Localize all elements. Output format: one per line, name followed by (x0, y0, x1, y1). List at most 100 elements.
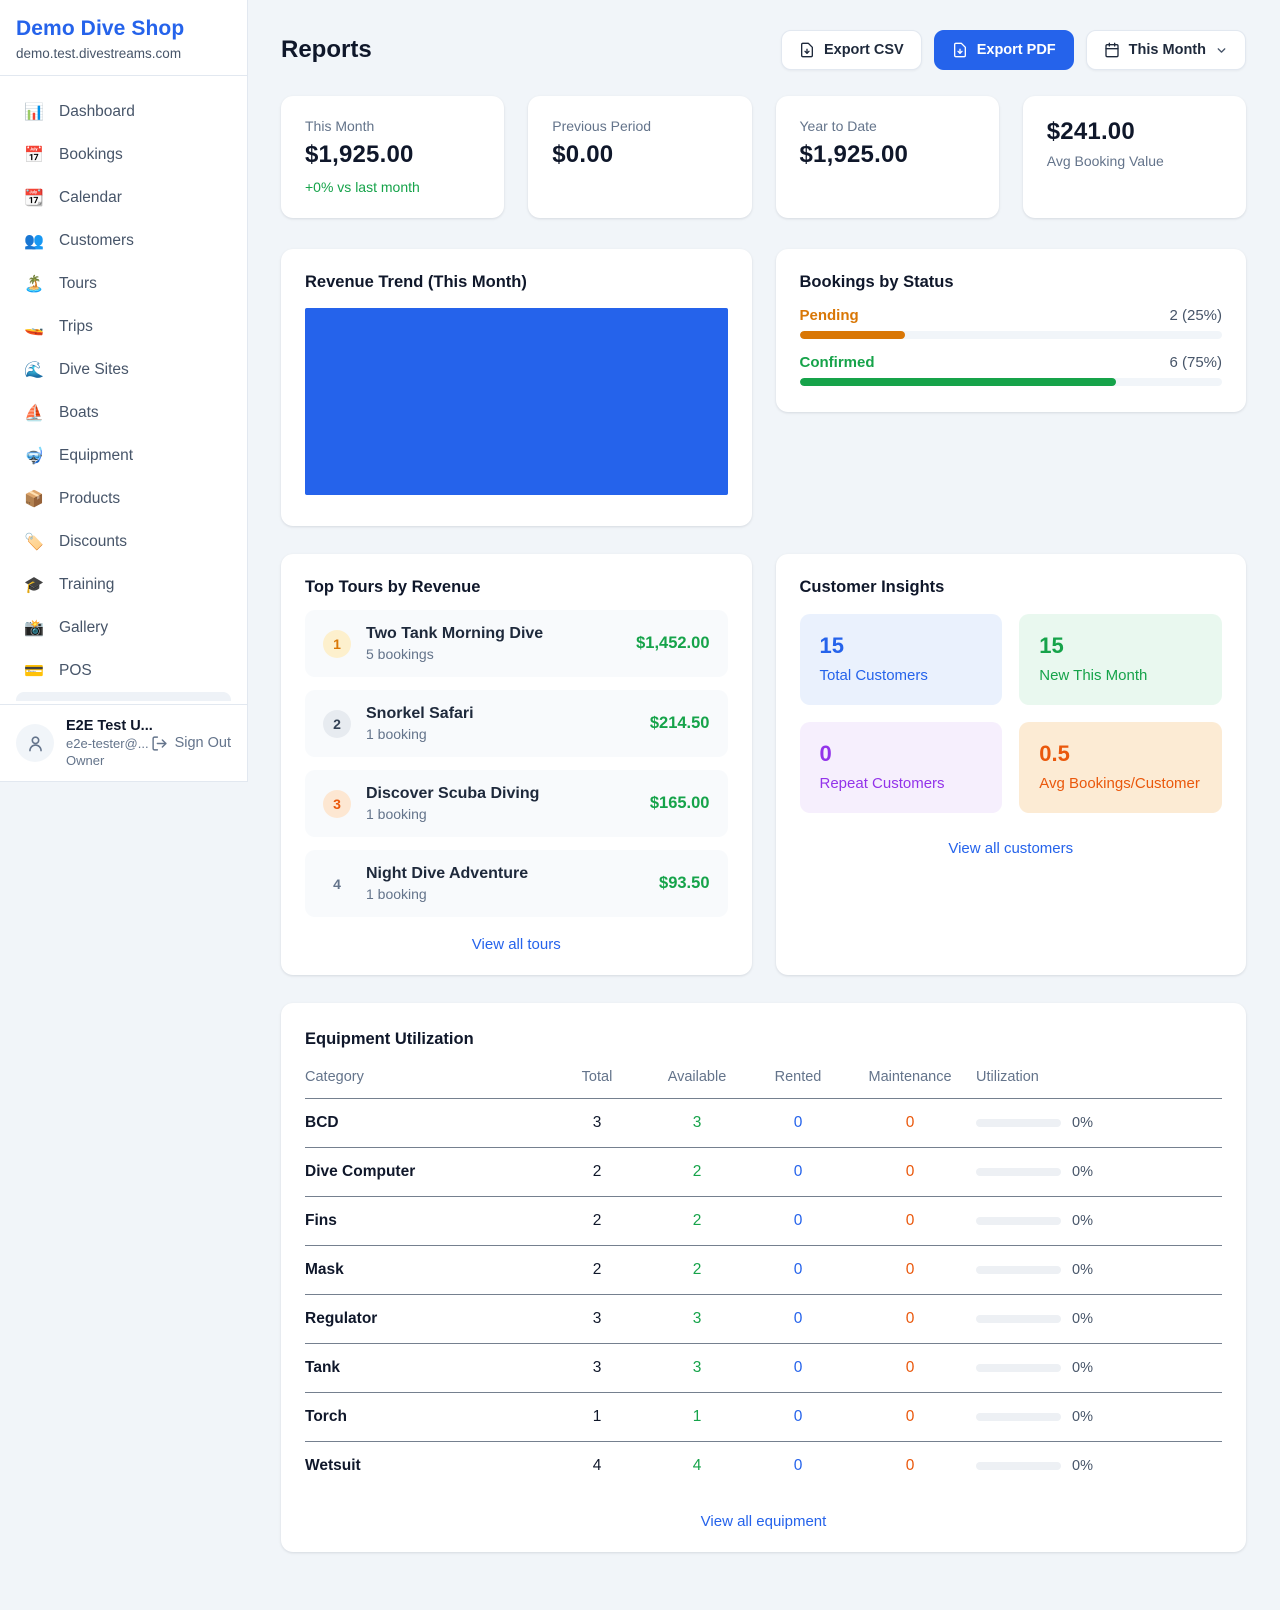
column-header-available: Available (667, 1069, 727, 1085)
shop-header: Demo Dive Shop demo.test.divestreams.com (0, 0, 247, 76)
tear-off-calendar-icon: 📆 (24, 189, 44, 207)
sidebar-item-training[interactable]: 🎓 Training (8, 563, 239, 606)
status-label-confirmed: Confirmed (799, 354, 875, 371)
stat-value: $241.00 (1046, 118, 1135, 145)
sidebar-item-tours[interactable]: 🏝️ Tours (8, 262, 239, 305)
sidebar-item-bookings[interactable]: 📅 Bookings (8, 133, 239, 176)
graduation-cap-icon: 🎓 (24, 576, 44, 594)
insight-value: 15 (819, 633, 844, 658)
utilization-bar (976, 1364, 1061, 1372)
tour-bookings: 1 booking (366, 886, 427, 902)
status-count-pending: 2 (25%) (1169, 307, 1222, 324)
cell-total: 3 (592, 1359, 602, 1376)
cell-rented: 0 (793, 1212, 803, 1229)
stat-label: Avg Booking Value (1046, 153, 1164, 169)
revenue-trend-title: Revenue Trend (This Month) (305, 273, 527, 291)
tour-name: Two Tank Morning Dive (366, 625, 544, 642)
utilization-bar (976, 1462, 1061, 1470)
cell-total: 2 (592, 1261, 602, 1278)
sidebar-nav: 📊 Dashboard 📅 Bookings 📆 Calendar 👥 Cust… (0, 76, 247, 704)
view-all-equipment-link[interactable]: View all equipment (700, 1513, 827, 1530)
cell-utilization: 0% (976, 1262, 1222, 1278)
insight-label: Repeat Customers (819, 775, 945, 792)
revenue-trend-chart (305, 308, 728, 495)
stat-card-year-to-date: Year to Date $1,925.00 (775, 96, 999, 218)
tour-bookings: 1 booking (366, 806, 427, 822)
chevron-down-icon (1217, 47, 1226, 53)
stat-card-this-month: This Month $1,925.00 +0% vs last month (281, 96, 505, 218)
progress-fill-confirmed (799, 378, 1117, 386)
cell-utilization: 0% (976, 1409, 1222, 1425)
sidebar-item-discounts[interactable]: 🏷️ Discounts (8, 520, 239, 563)
sidebar-item-label: Dashboard (59, 102, 135, 120)
tour-revenue: $93.50 (659, 874, 710, 892)
cell-available: 2 (692, 1163, 702, 1180)
sidebar-item-gallery[interactable]: 📸 Gallery (8, 606, 239, 649)
logout-icon (151, 735, 167, 751)
export-csv-label: Export CSV (823, 42, 904, 58)
sidebar-item-products[interactable]: 📦 Products (8, 477, 239, 520)
sidebar-item-customers[interactable]: 👥 Customers (8, 219, 239, 262)
tour-name: Snorkel Safari (366, 705, 474, 722)
cell-total: 1 (592, 1408, 602, 1425)
sign-out-button[interactable]: Sign Out (151, 735, 231, 752)
period-dropdown[interactable]: This Month (1085, 30, 1246, 70)
utilization-percent: 0% (1072, 1213, 1093, 1229)
sidebar-user-footer: E2E Test U... e2e-tester@... Owner Sign … (0, 704, 247, 781)
sidebar-item-label: POS (59, 661, 92, 679)
insight-label: Avg Bookings/Customer (1039, 775, 1200, 792)
cell-maintenance: 0 (905, 1212, 915, 1229)
utilization-percent: 0% (1072, 1262, 1093, 1278)
tour-list-item[interactable]: 2 Snorkel Safari 1 booking $214.50 (305, 690, 728, 757)
utilization-percent: 0% (1072, 1311, 1093, 1327)
table-row: Regulator 3 3 0 0 0% (305, 1295, 1222, 1344)
tour-bookings: 5 bookings (366, 646, 434, 662)
status-label-pending: Pending (799, 307, 859, 324)
sidebar-item-calendar[interactable]: 📆 Calendar (8, 176, 239, 219)
file-download-icon (953, 42, 966, 58)
sidebar-item-pos[interactable]: 💳 POS (8, 649, 239, 692)
export-pdf-button[interactable]: Export PDF (933, 30, 1074, 70)
cell-category: Torch (305, 1408, 347, 1425)
insight-value: 15 (1039, 633, 1064, 658)
sidebar-item-dive-sites[interactable]: 🌊 Dive Sites (8, 348, 239, 391)
main-content: Reports Export CSV Export PDF (248, 0, 1280, 1592)
tour-list-item[interactable]: 1 Two Tank Morning Dive 5 bookings $1,45… (305, 610, 728, 677)
sidebar-item-equipment[interactable]: 🤿 Equipment (8, 434, 239, 477)
tour-list-item[interactable]: 4 Night Dive Adventure 1 booking $93.50 (305, 850, 728, 917)
cell-total: 2 (592, 1212, 602, 1229)
view-all-customers-link[interactable]: View all customers (948, 840, 1074, 857)
utilization-percent: 0% (1072, 1409, 1093, 1425)
column-header-rented: Rented (774, 1069, 822, 1085)
equipment-table: Category Total Available Rented Maintena… (305, 1069, 1222, 1490)
sidebar-item-dashboard[interactable]: 📊 Dashboard (8, 90, 239, 133)
island-icon: 🏝️ (24, 275, 44, 293)
sidebar-item-boats[interactable]: ⛵ Boats (8, 391, 239, 434)
cell-maintenance: 0 (905, 1310, 915, 1327)
bookings-by-status-title: Bookings by Status (799, 273, 954, 291)
cell-utilization: 0% (976, 1360, 1222, 1376)
person-icon (28, 735, 42, 751)
tour-revenue: $214.50 (649, 714, 710, 732)
cell-category: Regulator (305, 1310, 378, 1327)
tour-list-item[interactable]: 3 Discover Scuba Diving 1 booking $165.0… (305, 770, 728, 837)
status-count-confirmed: 6 (75%) (1169, 354, 1222, 371)
table-row: Torch 1 1 0 0 0% (305, 1393, 1222, 1442)
insight-value: 0.5 (1039, 741, 1070, 766)
cell-rented: 0 (793, 1359, 803, 1376)
cell-category: Dive Computer (305, 1163, 416, 1180)
utilization-percent: 0% (1072, 1360, 1093, 1376)
export-csv-button[interactable]: Export CSV (780, 30, 922, 70)
cell-maintenance: 0 (905, 1163, 915, 1180)
cell-available: 3 (692, 1359, 702, 1376)
stat-card-previous-period: Previous Period $0.00 (528, 96, 752, 218)
page-header: Reports Export CSV Export PDF (281, 30, 1246, 70)
stat-card-avg-booking-value: $241.00 Avg Booking Value (1022, 96, 1246, 218)
people-icon: 👥 (24, 232, 44, 250)
cell-category: BCD (305, 1114, 339, 1131)
utilization-percent: 0% (1072, 1164, 1093, 1180)
sidebar-item-trips[interactable]: 🚤 Trips (8, 305, 239, 348)
view-all-tours-link[interactable]: View all tours (471, 936, 561, 953)
insight-value: 0 (819, 741, 832, 766)
sidebar-item-label: Calendar (59, 188, 122, 206)
